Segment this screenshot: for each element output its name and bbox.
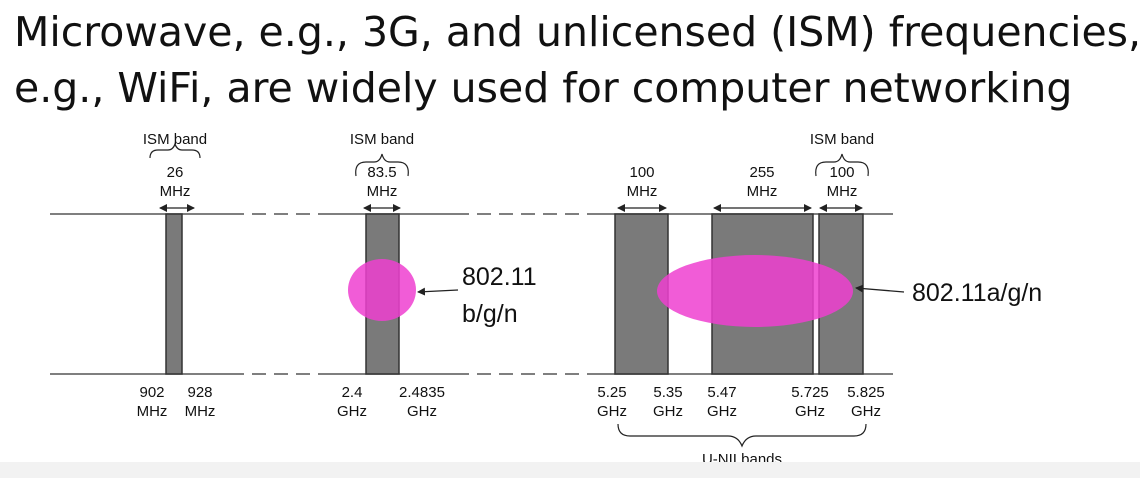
unii-brace bbox=[617, 423, 867, 448]
freq-label-535: 5.35 bbox=[653, 384, 682, 401]
freq-unit-5825: GHz bbox=[851, 403, 881, 420]
wifi-24-label-line-2: b/g/n bbox=[462, 300, 518, 328]
freq-label-5825: 5.825 bbox=[847, 384, 885, 401]
wifi-5-label: 802.11a/g/n bbox=[912, 279, 1042, 307]
freq-label-525: 5.25 bbox=[597, 384, 626, 401]
freq-unit-902: MHz bbox=[137, 403, 168, 420]
width-label-255: 255 bbox=[749, 164, 774, 181]
width-label-100b: 100 bbox=[829, 164, 854, 181]
freq-unit-535: GHz bbox=[653, 403, 683, 420]
freq-label-24835: 2.4835 bbox=[399, 384, 445, 401]
ism-brace-1 bbox=[149, 142, 201, 159]
ism-band-label-1: ISM band bbox=[143, 131, 207, 148]
freq-unit-5725: GHz bbox=[795, 403, 825, 420]
arrow-wifi-5 bbox=[855, 284, 905, 293]
width-unit-26: MHz bbox=[160, 183, 191, 200]
slide-title: Microwave, e.g., 3G, and unlicensed (ISM… bbox=[14, 4, 1140, 116]
freq-label-928: 928 bbox=[187, 384, 212, 401]
slide-title-line-1: Microwave, e.g., 3G, and unlicensed (ISM… bbox=[14, 8, 1140, 56]
freq-unit-928: MHz bbox=[185, 403, 216, 420]
ism-brace-3 bbox=[815, 153, 869, 177]
slide-title-line-2: e.g., WiFi, are widely used for computer… bbox=[14, 64, 1073, 112]
width-unit-835: MHz bbox=[367, 183, 398, 200]
freq-label-5725: 5.725 bbox=[791, 384, 829, 401]
arrow-wifi-24 bbox=[417, 287, 459, 296]
width-unit-100b: MHz bbox=[827, 183, 858, 200]
freq-label-547: 5.47 bbox=[707, 384, 736, 401]
width-label-100a: 100 bbox=[629, 164, 654, 181]
ism-brace-2 bbox=[355, 153, 409, 177]
width-label-26: 26 bbox=[167, 164, 184, 181]
freq-unit-525: GHz bbox=[597, 403, 627, 420]
freq-unit-547: GHz bbox=[707, 403, 737, 420]
band-902-928 bbox=[165, 213, 183, 375]
ism-band-label-3: ISM band bbox=[810, 131, 874, 148]
freq-unit-24: GHz bbox=[337, 403, 367, 420]
width-unit-100a: MHz bbox=[627, 183, 658, 200]
wifi-5-highlight bbox=[657, 255, 853, 327]
freq-label-902: 902 bbox=[139, 384, 164, 401]
footer-strip bbox=[0, 462, 1140, 478]
ism-band-label-2: ISM band bbox=[350, 131, 414, 148]
width-label-835: 83.5 bbox=[367, 164, 396, 181]
width-unit-255: MHz bbox=[747, 183, 778, 200]
wifi-24-label-line-1: 802.11 bbox=[462, 263, 537, 291]
freq-unit-24835: GHz bbox=[407, 403, 437, 420]
wifi-24-highlight bbox=[348, 259, 416, 321]
freq-label-24: 2.4 bbox=[342, 384, 363, 401]
